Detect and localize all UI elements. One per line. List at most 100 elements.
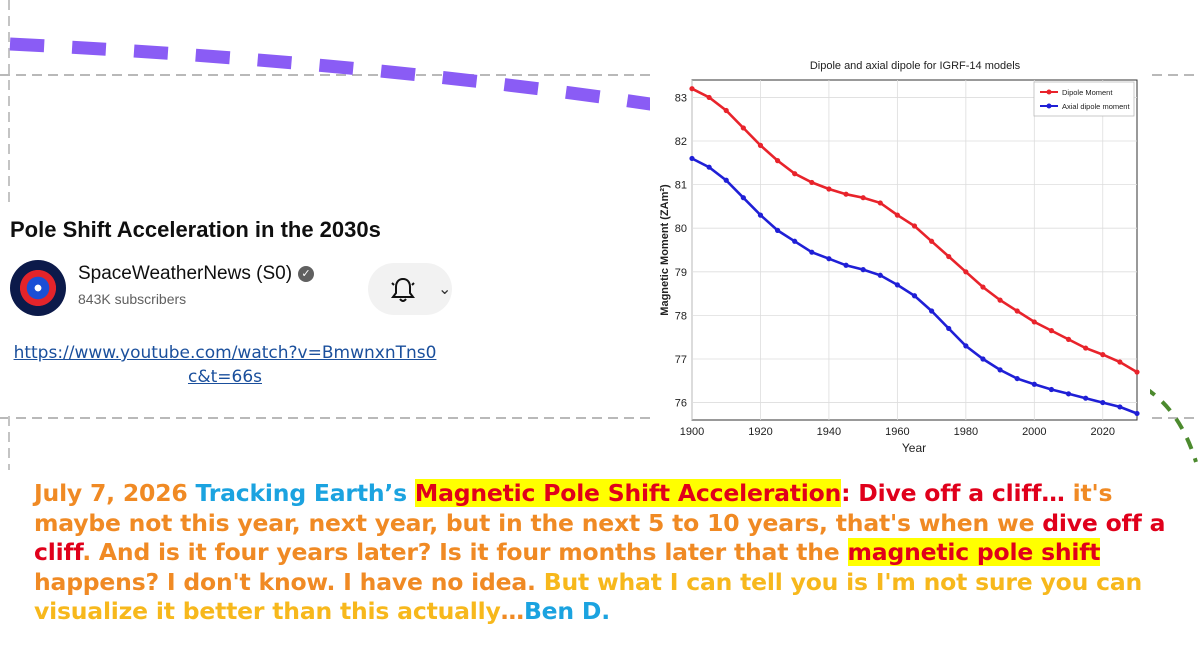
data-point-dipole	[980, 284, 986, 290]
data-series	[689, 86, 1140, 417]
grid-lines	[691, 80, 1137, 420]
x-axis-label: Year	[902, 441, 926, 455]
data-point-dipole	[792, 171, 798, 177]
data-point-axial	[1031, 381, 1037, 387]
data-point-dipole	[929, 238, 935, 244]
x-tick-label: 2020	[1091, 426, 1115, 438]
data-point-dipole	[809, 179, 815, 186]
data-point-dipole	[757, 142, 764, 148]
data-point-axial	[946, 325, 952, 332]
y-tick-label: 81	[675, 180, 687, 192]
data-point-dipole	[997, 297, 1003, 303]
chevron-down-icon: ⌄	[438, 279, 452, 298]
y-axis-label: Magnetic Moment (ZAm²)	[659, 184, 671, 316]
data-point-axial	[689, 155, 695, 162]
video-title[interactable]: Pole Shift Acceleration in the 2030s	[10, 217, 381, 242]
data-point-dipole	[911, 223, 918, 229]
caption-part-6: happens? I don't know. I have no idea.	[34, 567, 544, 596]
legend-marker-axial	[1046, 103, 1052, 109]
x-tick-label: 1940	[817, 426, 841, 438]
caption-highlight-1: Magnetic Pole Shift Acceleration	[414, 479, 842, 507]
channel-name-text[interactable]: SpaceWeatherNews (S0)	[78, 263, 293, 284]
y-tick-label: 80	[675, 223, 687, 235]
x-tick-label: 1980	[954, 426, 978, 438]
data-point-dipole	[877, 200, 883, 206]
caption-part-1: Tracking Earth’s	[187, 479, 415, 507]
green-trend-dashes	[1143, 386, 1198, 463]
x-tick-label: 1920	[748, 426, 772, 438]
data-point-axial	[1048, 386, 1055, 393]
data-point-axial	[774, 227, 781, 233]
data-point-axial	[826, 256, 832, 262]
caption-part-8: …	[500, 597, 525, 626]
data-point-dipole	[843, 191, 849, 197]
channel-avatar[interactable]	[10, 260, 66, 316]
legend: Dipole Moment Axial dipole moment	[1033, 81, 1135, 117]
data-point-axial	[1100, 399, 1106, 406]
data-point-dipole	[946, 253, 952, 260]
data-point-axial	[706, 164, 712, 170]
data-point-dipole	[1048, 328, 1055, 334]
data-point-dipole	[689, 86, 695, 92]
y-tick-label: 76	[675, 398, 687, 410]
caption-highlight-2: magnetic pole shift	[847, 538, 1101, 567]
y-tick-label: 79	[675, 267, 687, 279]
caption-signature: Ben D.	[523, 597, 610, 626]
data-point-dipole	[826, 186, 832, 192]
data-point-axial	[1083, 395, 1089, 401]
bell-icon	[391, 277, 415, 302]
data-point-axial	[911, 293, 918, 299]
data-point-dipole	[1014, 308, 1020, 314]
y-tick-label: 82	[675, 136, 687, 148]
y-tick-label: 83	[675, 92, 687, 104]
legend-box	[1033, 81, 1135, 117]
data-point-dipole	[1065, 336, 1072, 342]
y-tick-label: 78	[675, 310, 687, 322]
legend-label-axial: Axial dipole moment	[1062, 102, 1130, 111]
data-point-axial	[1014, 375, 1020, 382]
data-point-dipole	[774, 158, 781, 164]
channel-name[interactable]: SpaceWeatherNews (S0) ✓	[78, 263, 315, 285]
caption-part-5: . And is it four years later? Is it four…	[82, 538, 848, 567]
data-point-dipole	[894, 212, 900, 218]
data-point-axial	[1117, 404, 1123, 410]
caption-part-4: dive off a cliff	[34, 508, 1166, 567]
y-tick-label: 77	[675, 354, 687, 366]
x-tick-label: 1900	[680, 426, 704, 438]
x-tick-label: 1960	[885, 426, 909, 438]
data-point-axial	[980, 356, 986, 362]
data-point-axial	[843, 262, 849, 268]
data-point-axial	[894, 282, 900, 288]
data-point-dipole	[723, 107, 729, 114]
x-tick-labels: 1900 1920 1940 1960 1980 2000 2020	[680, 426, 1115, 438]
data-point-dipole	[740, 125, 746, 131]
caption-date: July 7, 2026	[34, 479, 188, 507]
caption-part-3: it's maybe not this year, next year, but…	[34, 479, 1113, 537]
video-card: Pole Shift Acceleration in the 2030s Spa…	[0, 205, 452, 415]
data-point-axial	[860, 267, 866, 273]
caption-text: July 7, 2026 Tracking Earth’s Magnetic P…	[34, 479, 1184, 627]
data-point-axial	[792, 238, 798, 244]
magnetic-moment-chart: Dipole and axial dipole for IGRF-14 mode…	[650, 50, 1150, 470]
data-point-axial	[1134, 410, 1140, 417]
subscriber-count: 843K subscribers	[78, 291, 187, 307]
data-point-dipole	[963, 269, 969, 275]
video-link[interactable]: https://www.youtube.com/watch?v=BmwnxnTn…	[13, 343, 437, 387]
x-tick-label: 2000	[1022, 426, 1046, 438]
data-point-dipole	[1083, 345, 1089, 351]
data-point-axial	[740, 195, 746, 201]
chart-background	[650, 50, 1150, 470]
data-point-axial	[963, 343, 969, 349]
data-point-dipole	[1100, 352, 1106, 358]
y-tick-labels: 76 77 78 79 80 81 82 83	[675, 92, 687, 409]
data-point-dipole	[1117, 359, 1123, 365]
data-point-dipole	[860, 195, 866, 201]
data-point-axial	[809, 249, 815, 255]
notification-bell-button[interactable]: ⌄	[368, 263, 452, 315]
data-point-dipole	[706, 94, 712, 101]
data-point-axial	[723, 177, 729, 183]
legend-label-dipole: Dipole Moment	[1062, 88, 1113, 97]
data-point-axial	[757, 212, 764, 218]
data-point-axial	[877, 272, 883, 278]
data-point-axial	[997, 367, 1003, 373]
